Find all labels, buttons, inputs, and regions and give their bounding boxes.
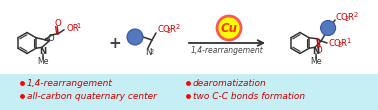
Text: 1: 1 — [76, 23, 80, 29]
Text: R: R — [347, 13, 353, 21]
Text: 1,4-rearrangement: 1,4-rearrangement — [191, 46, 263, 54]
Text: 2: 2 — [337, 41, 341, 48]
Text: CO: CO — [157, 25, 170, 34]
Text: all-carbon quaternary center: all-carbon quaternary center — [27, 92, 157, 101]
Text: Cu: Cu — [220, 21, 237, 35]
Text: 1: 1 — [346, 38, 350, 43]
Text: N: N — [40, 47, 46, 56]
Text: Me: Me — [310, 57, 322, 66]
Circle shape — [217, 16, 241, 40]
Text: 1,4-rearrangement: 1,4-rearrangement — [27, 79, 113, 87]
Circle shape — [127, 29, 143, 45]
Text: +: + — [108, 36, 121, 50]
Text: CO: CO — [335, 13, 348, 21]
Text: O: O — [48, 34, 54, 43]
Text: R: R — [340, 38, 346, 48]
Bar — [0, 74, 378, 110]
Text: Me: Me — [37, 57, 49, 66]
Text: O: O — [55, 19, 62, 28]
Text: OR: OR — [66, 24, 79, 33]
Text: CO: CO — [328, 38, 341, 48]
Text: 2: 2 — [344, 16, 348, 22]
Circle shape — [321, 20, 336, 36]
Text: 2: 2 — [150, 49, 154, 55]
Text: two C-C bonds formation: two C-C bonds formation — [193, 92, 305, 101]
Text: N: N — [145, 48, 151, 57]
Text: 2: 2 — [166, 28, 170, 34]
Text: 2: 2 — [175, 24, 179, 29]
Text: dearomatization: dearomatization — [193, 79, 267, 87]
Text: O: O — [315, 46, 322, 55]
Text: R: R — [169, 25, 175, 34]
Text: N: N — [313, 47, 320, 56]
Bar — [0, 0, 378, 74]
Text: 2: 2 — [353, 12, 357, 17]
